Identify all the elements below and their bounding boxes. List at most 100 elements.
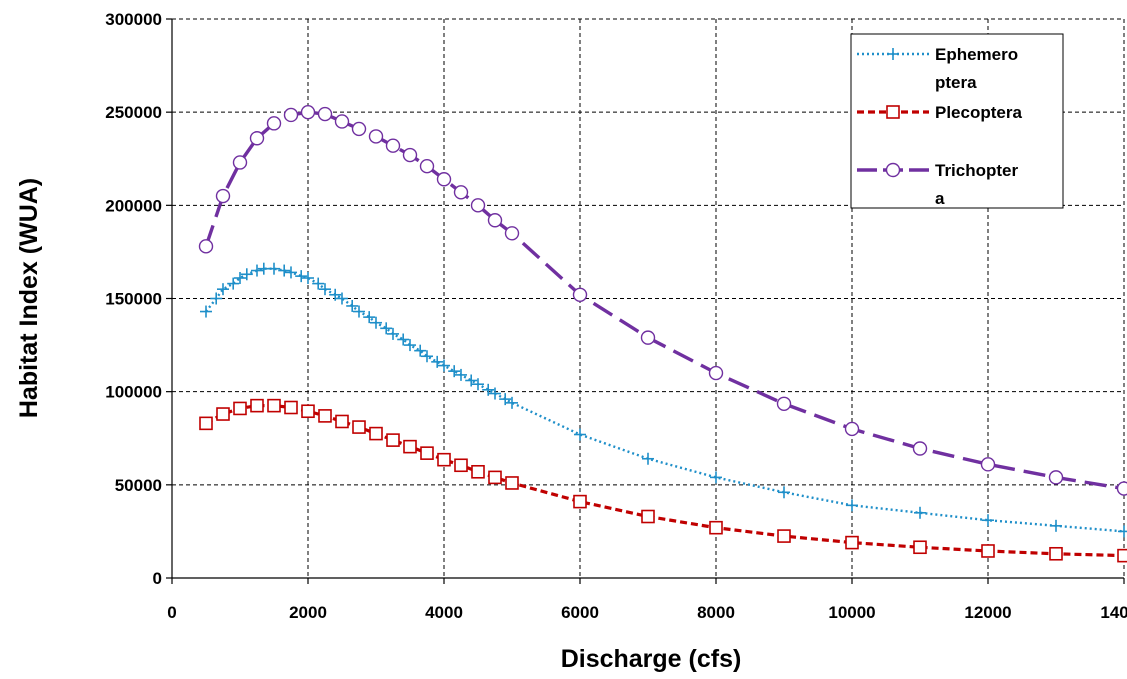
data-point [257,262,270,275]
data-point [210,292,223,305]
data-point [336,292,348,305]
data-point [386,433,400,447]
data-point [709,520,723,535]
data-point [912,441,928,456]
data-point [335,414,349,429]
y-tick-label: 200000 [105,196,162,215]
x-tick-label: 10000 [828,603,875,622]
data-point [385,138,401,153]
series-ephemeroptera [200,262,1127,538]
data-point [267,398,281,413]
data-point [419,159,435,174]
data-point [414,344,427,357]
data-point [777,529,791,543]
x-tick-label: 8000 [697,603,735,622]
data-point [380,322,393,335]
y-tick-label: 150000 [105,290,162,309]
data-point [1116,481,1127,496]
data-point [846,499,858,512]
data-point [240,268,253,281]
legend-label: a [935,189,945,208]
y-axis-ticks: 0 50000 100000 150000 200000 250000 300000 [105,10,172,588]
legend-marker [886,105,900,119]
data-point [387,327,399,340]
series-line [204,110,1125,491]
data-point [436,172,452,187]
data-point [250,398,264,413]
data-point [470,198,486,213]
data-point [233,401,247,416]
data-point [980,457,996,472]
data-point [368,129,384,144]
legend: Ephemero ptera Plecoptera Trichopter a [850,33,1064,209]
x-axis-title: Discharge (cfs) [561,645,742,673]
series-plecoptera [199,398,1127,563]
y-tick-label: 300000 [105,10,162,29]
data-point [465,374,478,387]
data-point [234,272,246,285]
data-point [914,506,926,519]
data-point [454,458,468,473]
data-point [216,407,230,421]
data-point [778,486,790,499]
data-point [573,494,587,509]
data-point [370,316,382,329]
data-point [227,277,240,290]
data-point [572,287,588,302]
legend-label: Plecoptera [935,103,1022,122]
legend-label: ptera [935,73,977,92]
data-point [1048,470,1064,485]
data-point [472,378,484,391]
data-point [421,350,433,363]
data-point [319,283,331,296]
legend-label: Trichopter [935,161,1019,180]
data-point [504,226,520,241]
data-point [404,339,416,352]
data-point [198,239,214,254]
data-point [1117,548,1127,563]
x-tick-label: 6000 [561,603,599,622]
legend-marker [887,48,899,60]
data-point [266,116,282,131]
data-point [249,131,265,146]
data-point [982,514,994,527]
data-point [397,333,410,346]
y-tick-label: 50000 [115,476,162,495]
legend-item-plecoptera: Plecoptera [857,103,1022,122]
data-point [453,185,469,200]
data-point [437,452,451,467]
x-tick-label: 0 [167,603,176,622]
data-point [278,264,291,277]
data-point [403,439,417,454]
data-point [295,270,308,283]
data-point [351,121,367,137]
data-point [352,420,366,434]
legend-marker [885,162,901,178]
data-point [455,368,467,381]
data-point [284,400,298,415]
x-tick-label: 14000 [1100,603,1127,622]
data-point [334,114,350,129]
data-point [329,288,342,301]
data-point [640,330,656,345]
data-point [232,155,248,170]
data-point [482,383,495,396]
x-tick-label: 4000 [425,603,463,622]
data-point [487,213,503,228]
legend-item-ephemeroptera: Ephemero ptera [857,45,1018,92]
data-point [353,305,365,318]
data-point [420,446,434,460]
series-layer [198,104,1127,563]
data-point [199,416,213,431]
y-tick-label: 250000 [105,103,162,122]
data-point [708,365,724,381]
legend-label: Ephemero [935,45,1018,64]
data-point [215,188,231,204]
data-point [505,476,519,490]
data-point [438,359,450,372]
data-point [776,396,792,411]
legend-box [850,33,1064,209]
y-tick-label: 100000 [105,383,162,402]
data-point [1050,519,1062,532]
